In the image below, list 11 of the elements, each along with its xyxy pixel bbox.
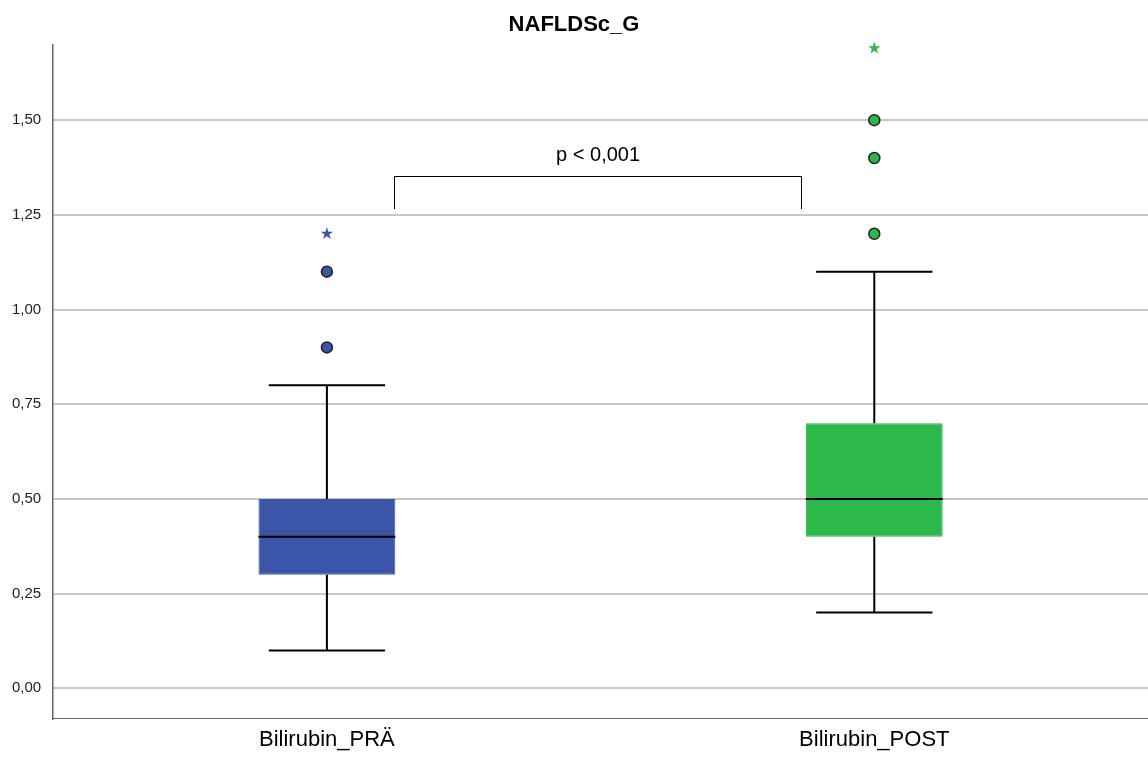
- y-tick-label: 0,50: [11, 489, 42, 507]
- y-tick-label: 0,25: [11, 583, 42, 601]
- y-tick-label: 0,00: [11, 678, 42, 696]
- y-tick-label: 1,25: [11, 204, 42, 222]
- y-tick-label: 0,75: [11, 394, 42, 412]
- y-tick-label: 1,00: [11, 299, 42, 317]
- chart-title: NAFLDSc_G: [508, 11, 640, 37]
- x-tick-label: Bilirubin_POST: [799, 725, 950, 751]
- y-tick-label: 1,50: [11, 110, 42, 128]
- x-tick-label: Bilirubin_PRÄ: [259, 725, 396, 751]
- annotation: p < 0,001: [556, 143, 641, 166]
